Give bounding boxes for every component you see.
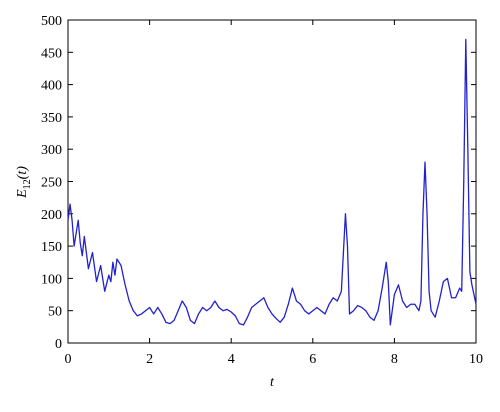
y-tick-label: 200 xyxy=(41,208,62,223)
x-axis-label: t xyxy=(270,375,275,390)
x-tick-label: 8 xyxy=(391,352,398,367)
y-tick-label: 500 xyxy=(41,14,62,29)
y-label-rest: (t) xyxy=(15,166,30,180)
data-line xyxy=(67,38,477,326)
y-tick-label: 0 xyxy=(55,337,62,352)
y-tick-label: 100 xyxy=(41,272,62,287)
y-label-sub: 12 xyxy=(22,179,33,189)
x-tick-label: 2 xyxy=(146,352,153,367)
y-tick-label: 450 xyxy=(41,46,62,61)
y-label-base: E xyxy=(15,189,30,199)
x-tick-label: 10 xyxy=(469,352,483,367)
y-tick-label: 50 xyxy=(48,305,62,320)
y-tick-label: 400 xyxy=(41,79,62,94)
x-tick-label: 4 xyxy=(228,352,235,367)
y-axis-label: E12(t) xyxy=(15,166,33,199)
x-tick-label: 0 xyxy=(65,352,72,367)
y-tick-label: 250 xyxy=(41,176,62,191)
x-tick-label: 6 xyxy=(309,352,316,367)
plot-frame xyxy=(67,19,477,344)
y-tick-label: 350 xyxy=(41,111,62,126)
y-tick-label: 150 xyxy=(41,240,62,255)
y-tick-label: 300 xyxy=(41,143,62,158)
